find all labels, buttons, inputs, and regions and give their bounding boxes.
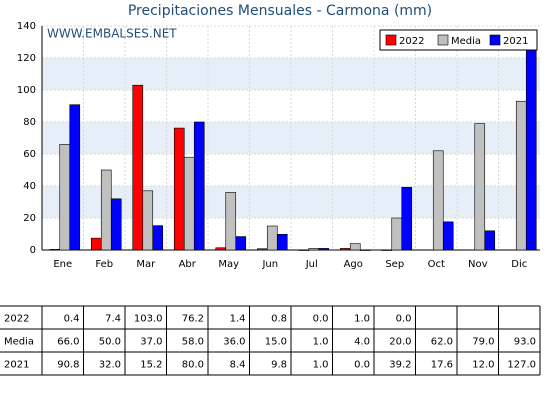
bar [442,221,454,251]
bar [183,156,195,251]
table-cell: 12.0 [472,360,494,371]
table-cell: 0.0 [354,360,370,371]
bar [359,249,371,251]
y-tick-label: 120 [17,53,36,64]
x-tick-label: Oct [428,259,445,270]
x-tick-label: May [218,259,239,270]
bar [298,249,310,251]
y-tick-label: 0 [30,245,36,256]
y-tick-label: 20 [23,213,36,224]
legend-swatch [437,34,449,46]
bar [49,249,61,251]
bar [391,217,403,251]
legend-swatch [489,34,501,46]
row-label: 2021 [4,360,29,371]
bar [515,100,527,251]
bar [525,46,537,251]
bar [235,236,247,251]
bar [256,248,268,251]
table-cell: 1.0 [313,360,329,371]
x-tick-label: Sep [385,259,404,270]
table-cell: 36.0 [223,337,245,348]
bar [318,248,330,251]
bar [90,237,102,251]
x-tick-label: Dic [511,259,527,270]
table-cell: 37.0 [140,337,162,348]
bar [266,225,278,251]
bar [401,186,413,251]
legend-label: Media [451,36,481,47]
table-cell: 1.0 [313,337,329,348]
row-label: Media [4,337,34,348]
table-cell: 7.4 [105,314,121,325]
x-tick-label: Mar [136,259,156,270]
table-cell: 1.4 [230,314,246,325]
x-tick-label: Feb [95,259,113,270]
table-cell: 4.0 [354,337,370,348]
table-cell: 0.4 [64,314,80,325]
bar [69,104,81,251]
table-cell: 76.2 [182,314,204,325]
x-tick-label: Ene [53,259,72,270]
table-cell: 17.6 [431,360,453,371]
table-cell: 0.0 [396,314,412,325]
table-cell: 39.2 [389,360,411,371]
bar [59,144,71,251]
legend-swatch [385,34,397,46]
table-cell: 62.0 [431,337,453,348]
table-cell: 127.0 [507,360,536,371]
y-tick-label: 100 [17,85,36,96]
bar [142,190,154,251]
x-tick-label: Jun [261,259,278,270]
table-cell: 103.0 [134,314,163,325]
row-label: 2022 [4,314,29,325]
y-tick-label: 60 [23,149,36,160]
bar [173,127,185,251]
table-cell: 9.8 [271,360,287,371]
table-cell: 0.0 [313,314,329,325]
table-cell: 15.0 [265,337,287,348]
chart-title: Precipitaciones Mensuales - Carmona (mm) [128,3,432,19]
bar [474,123,486,251]
y-tick-label: 40 [23,181,36,192]
bar [308,248,320,251]
bar [381,249,393,251]
table-cell: 20.0 [389,337,411,348]
bar [484,230,496,251]
y-tick-label: 80 [23,117,36,128]
bar [193,121,205,251]
bar [152,225,164,251]
x-tick-label: Abr [179,259,197,270]
table-cell: 93.0 [514,337,536,348]
legend-label: 2022 [399,36,424,47]
table-cell: 0.8 [271,314,287,325]
table-cell: 50.0 [99,337,121,348]
table-cell: 80.0 [182,360,204,371]
x-tick-label: Jul [305,259,318,270]
bar [276,234,288,251]
bar [110,198,122,251]
table-cell: 58.0 [182,337,204,348]
table-cell: 32.0 [99,360,121,371]
table-cell: 79.0 [472,337,494,348]
y-tick-label: 140 [17,21,36,32]
table-cell: 66.0 [57,337,79,348]
bar [100,169,112,251]
bar [215,247,227,251]
table-cell: 15.2 [140,360,162,371]
bar [132,84,144,251]
bar [432,150,444,251]
table-cell: 1.0 [354,314,370,325]
x-tick-label: Ago [344,259,363,270]
watermark: WWW.EMBALSES.NET [47,27,177,41]
bar [339,248,351,251]
bar [225,192,237,251]
table-cell: 90.8 [57,360,79,371]
bar [349,243,361,251]
legend-label: 2021 [503,36,528,47]
table-cell: 8.4 [230,360,246,371]
x-tick-label: Nov [468,259,488,270]
